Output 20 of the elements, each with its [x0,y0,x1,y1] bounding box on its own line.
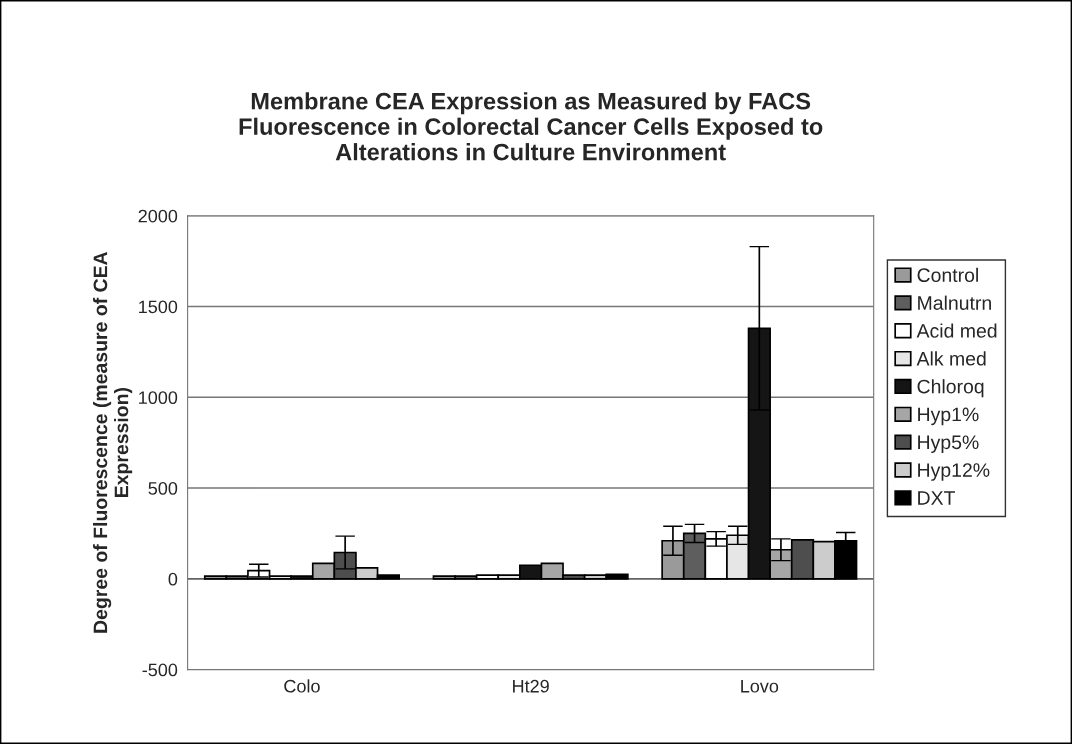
legend-label: Chloroq [917,379,984,398]
legend-label: Hyp12% [918,463,990,481]
chart-title: Membrane CEA Expression as Measured by FACS Fluorescence in Colorectal Cancer Cells Exposed to Alterations in Culture Environment [239,92,823,161]
y-tick-label: -500 [142,663,178,677]
x-tick-label: Lovo [741,679,779,693]
legend-label: Alk med [916,351,986,366]
y-tick-label: 2000 [138,209,178,223]
legend-label: DXT [918,491,956,505]
x-tick-label: Colo [284,679,320,693]
legend-label: Control [917,267,978,283]
y-tick-label: 500 [148,482,178,495]
legend-label: Hyp5% [918,435,979,453]
y-tick-label: 0 [168,572,178,586]
legend-label: Acid med [916,323,997,338]
y-axis-title: Degree of Fluorescence (measure of CEA Expression) [93,251,133,633]
legend-label: Hyp1% [918,407,979,426]
y-tick-label: 1500 [139,300,178,314]
y-tick-label: 1000 [139,391,178,405]
x-tick-label: Ht29 [513,679,549,693]
legend-label: Malnutrn [918,295,991,310]
